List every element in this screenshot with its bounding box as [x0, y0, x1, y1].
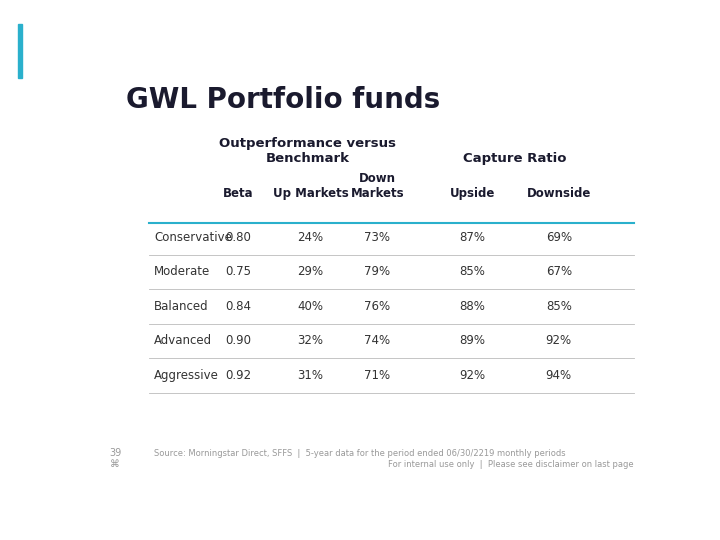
Text: Aggressive: Aggressive: [154, 369, 219, 382]
Text: 94%: 94%: [546, 369, 572, 382]
Text: Source: Morningstar Direct, SFFS  |  5-year data for the period ended 06/30/2219: Source: Morningstar Direct, SFFS | 5-yea…: [154, 449, 566, 458]
Text: 88%: 88%: [459, 300, 485, 313]
Text: For internal use only  |  Please see disclaimer on last page: For internal use only | Please see discl…: [388, 460, 634, 469]
Text: Downside: Downside: [526, 187, 591, 200]
Text: 31%: 31%: [297, 369, 323, 382]
Text: Outperformance versus
Benchmark: Outperformance versus Benchmark: [219, 137, 396, 165]
Text: 73%: 73%: [364, 231, 390, 244]
Text: 67%: 67%: [546, 265, 572, 278]
Text: 0.92: 0.92: [225, 369, 251, 382]
Text: Advanced: Advanced: [154, 334, 212, 347]
Text: GWL Portfolio funds: GWL Portfolio funds: [126, 85, 441, 113]
Text: Balanced: Balanced: [154, 300, 209, 313]
Text: 32%: 32%: [297, 334, 323, 347]
Text: 71%: 71%: [364, 369, 390, 382]
Text: ⌘: ⌘: [109, 459, 120, 469]
Text: 89%: 89%: [459, 334, 485, 347]
Text: 69%: 69%: [546, 231, 572, 244]
Text: Down
Markets: Down Markets: [351, 172, 404, 200]
Text: 85%: 85%: [459, 265, 485, 278]
Text: Capture Ratio: Capture Ratio: [464, 152, 567, 165]
Text: 79%: 79%: [364, 265, 390, 278]
Text: 74%: 74%: [364, 334, 390, 347]
Text: 85%: 85%: [546, 300, 572, 313]
Text: Upside: Upside: [449, 187, 495, 200]
Text: 24%: 24%: [297, 231, 323, 244]
Text: 92%: 92%: [546, 334, 572, 347]
Text: 87%: 87%: [459, 231, 485, 244]
Text: 92%: 92%: [459, 369, 485, 382]
Text: 0.75: 0.75: [225, 265, 251, 278]
Text: 76%: 76%: [364, 300, 390, 313]
Text: 0.80: 0.80: [225, 231, 251, 244]
Text: 0.90: 0.90: [225, 334, 251, 347]
Text: Conservative: Conservative: [154, 231, 232, 244]
Text: 29%: 29%: [297, 265, 323, 278]
Text: 39: 39: [109, 448, 122, 458]
Text: Moderate: Moderate: [154, 265, 210, 278]
Text: 0.84: 0.84: [225, 300, 251, 313]
Text: Beta: Beta: [222, 187, 253, 200]
Text: Up Markets: Up Markets: [273, 187, 348, 200]
Text: 40%: 40%: [297, 300, 323, 313]
